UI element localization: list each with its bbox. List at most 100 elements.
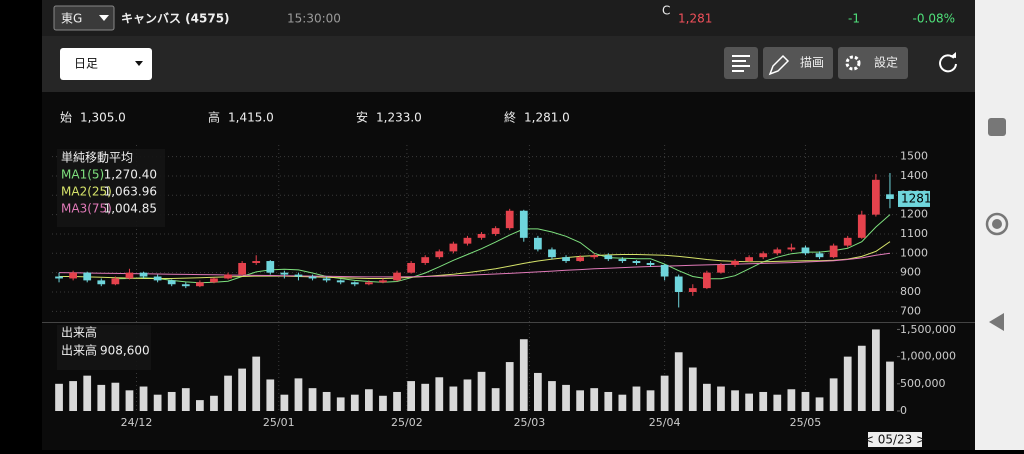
candle-body <box>139 272 148 277</box>
ohlc-value: 1,281.0 <box>524 111 570 125</box>
ohlc-label: 始 <box>60 111 72 125</box>
volume-bar <box>379 395 387 411</box>
volume-bar <box>322 391 331 411</box>
candle-body <box>252 261 261 263</box>
candle-body <box>196 282 204 287</box>
nav-home-dot <box>992 219 1002 229</box>
legend-value: 1,063.96 <box>104 185 157 199</box>
candle-body <box>280 272 289 275</box>
y-tick-label: 1400 <box>900 169 928 182</box>
ohlc-label: 終 <box>504 110 516 125</box>
candle-body <box>745 257 753 262</box>
volume-bar <box>562 384 570 411</box>
candle-body <box>548 249 556 258</box>
y-tick-label: 800 <box>900 285 921 298</box>
candle-body <box>55 276 63 279</box>
y-tick-label: 700 <box>900 304 921 317</box>
cursor-date-bg <box>868 432 922 447</box>
volume-bar <box>519 339 528 411</box>
volume-bar <box>717 386 725 411</box>
ohlc-value: 1,305.0 <box>80 111 126 125</box>
volume-bar <box>787 389 796 411</box>
y-tick-label: 1100 <box>900 227 928 240</box>
draw-label: 描画 <box>800 56 824 70</box>
candle-body <box>505 210 514 229</box>
volume-bar <box>365 389 373 411</box>
pencil-icon <box>768 54 790 76</box>
indicator-button[interactable] <box>724 47 758 79</box>
legend-value: 1,270.40 <box>104 168 157 182</box>
candle-body <box>350 282 359 285</box>
left-edge <box>0 0 42 450</box>
nav-home[interactable] <box>985 212 1009 236</box>
candle-body <box>773 249 782 254</box>
candle-body <box>210 278 218 283</box>
candle-body <box>703 272 711 289</box>
y-tick-label: 1200 <box>900 208 928 221</box>
ohlc-value: 1,233.0 <box>376 111 422 125</box>
volume-bar <box>618 394 627 411</box>
x-tick-label: 25/04 <box>649 416 681 429</box>
candle-body <box>294 274 303 277</box>
period-select[interactable] <box>60 48 152 80</box>
volume-tick-label: 1,500,000 <box>900 323 956 336</box>
candle-body <box>674 276 683 292</box>
refresh-icon[interactable] <box>939 54 957 73</box>
candle-body <box>829 245 838 258</box>
ohlc-label: 高 <box>208 110 220 125</box>
volume-bar <box>801 391 810 411</box>
volume-bar <box>280 394 289 411</box>
volume-bar <box>55 383 63 411</box>
volume-bar <box>210 395 218 411</box>
candle-body <box>857 214 866 238</box>
volume-bar <box>548 381 556 411</box>
stock-name: キャンバス (4575) <box>121 12 230 26</box>
candle-body <box>125 272 134 279</box>
legend-name: MA3(75) <box>61 202 112 216</box>
candle-body <box>365 282 373 285</box>
volume-bar <box>196 400 204 411</box>
nav-recent[interactable] <box>988 118 1006 136</box>
price-flag: C <box>662 4 670 18</box>
candle-body <box>646 262 655 265</box>
candle-body <box>801 247 810 254</box>
candle-body <box>562 257 570 262</box>
volume-bar <box>576 390 584 411</box>
candle-body <box>463 237 472 244</box>
legend-name: MA1(5) <box>61 168 104 182</box>
candle-body <box>97 280 106 285</box>
nav-back[interactable] <box>989 313 1004 331</box>
volume-bar <box>703 383 711 411</box>
volume-legend-value: 908,600 <box>100 344 150 358</box>
x-tick-label: 25/02 <box>391 416 423 429</box>
gear-icon <box>845 55 861 71</box>
exchange: 東G <box>61 12 82 26</box>
candle-body <box>181 284 190 287</box>
price-tag: 1281 <box>901 191 932 205</box>
candle-body <box>435 251 444 258</box>
exchange-select[interactable] <box>53 5 115 31</box>
draw-button[interactable] <box>763 47 833 79</box>
volume-bar <box>421 383 430 411</box>
list-icon <box>732 55 750 72</box>
candle-body <box>224 274 232 279</box>
volume-bar <box>674 352 683 411</box>
legend-name: MA2(25) <box>61 185 112 199</box>
ohlc-value: 1,415.0 <box>228 111 274 125</box>
candle-body <box>153 276 162 281</box>
y-tick-label: 900 <box>900 266 921 279</box>
candle-body <box>886 194 894 199</box>
volume-bar <box>731 390 739 411</box>
change: -1 <box>848 12 860 26</box>
dropdown-arrow <box>99 15 109 21</box>
volume-bar <box>139 386 148 411</box>
candle-body <box>393 272 401 281</box>
volume-bar <box>604 391 613 411</box>
dropdown-arrow <box>135 61 143 66</box>
settings-button[interactable] <box>838 47 908 79</box>
volume-legend-title: 出来高 <box>61 325 97 340</box>
x-tick-label: 25/03 <box>514 416 546 429</box>
x-tick-label: 24/12 <box>121 416 153 429</box>
